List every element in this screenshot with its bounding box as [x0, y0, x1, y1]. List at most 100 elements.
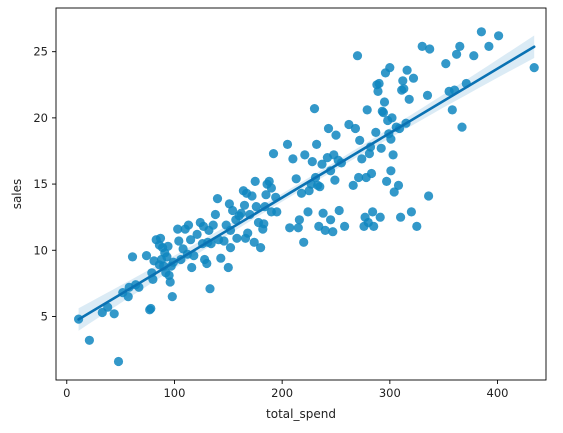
scatter-points [74, 27, 539, 367]
data-point [303, 207, 313, 217]
data-point [272, 207, 282, 217]
y-tick-label: 5 [41, 309, 48, 323]
data-point [399, 84, 409, 94]
data-point [328, 227, 338, 237]
data-point [259, 219, 269, 229]
data-point [398, 76, 408, 86]
data-point [162, 252, 172, 262]
data-point [402, 65, 412, 75]
data-point [285, 223, 295, 233]
data-point [232, 233, 242, 243]
data-point [216, 253, 226, 263]
x-tick-label: 200 [271, 386, 293, 400]
data-point [307, 157, 317, 167]
data-point [294, 215, 304, 225]
data-point [425, 44, 435, 54]
y-tick-label: 10 [33, 243, 48, 257]
data-point [239, 200, 250, 210]
x-tick-label: 300 [379, 386, 401, 400]
data-point [326, 215, 336, 225]
data-point [141, 251, 152, 261]
data-point [247, 191, 257, 201]
data-point [205, 284, 215, 294]
data-point [202, 258, 212, 269]
data-point [225, 243, 236, 253]
data-point [251, 202, 261, 212]
data-point [455, 41, 465, 52]
data-point [318, 208, 328, 218]
data-point [236, 208, 246, 218]
data-point [386, 134, 396, 144]
data-point [288, 154, 298, 164]
y-tick-label: 20 [33, 111, 48, 125]
data-point [366, 168, 377, 179]
data-point [374, 78, 384, 89]
data-point [256, 243, 266, 253]
data-point [404, 94, 414, 104]
y-axis-ticks: 5 10 15 20 25 [33, 45, 56, 323]
data-point [155, 233, 166, 243]
data-point [385, 63, 395, 73]
data-point [266, 183, 276, 193]
data-point [355, 135, 365, 145]
data-point [352, 51, 363, 61]
data-point [382, 176, 392, 186]
data-point [406, 207, 416, 217]
data-point [173, 224, 183, 234]
data-point [282, 139, 293, 149]
data-point [249, 237, 259, 247]
y-axis-label: sales [10, 179, 24, 210]
plot-area [74, 27, 539, 367]
y-tick-label: 15 [33, 177, 48, 191]
data-point [300, 150, 310, 160]
data-point [187, 262, 197, 273]
data-point [408, 73, 419, 83]
data-point [268, 149, 279, 159]
data-point [378, 108, 388, 118]
data-point [417, 41, 427, 52]
data-point [309, 104, 320, 114]
data-point [334, 205, 344, 216]
data-point [373, 86, 383, 96]
data-point [375, 212, 385, 222]
data-point [469, 51, 479, 61]
data-point [299, 237, 309, 247]
data-point [331, 130, 341, 140]
x-tick-label: 400 [487, 386, 509, 400]
data-point [317, 159, 327, 169]
x-axis-ticks: 0 100 200 300 400 [63, 380, 509, 400]
data-point [386, 166, 396, 176]
data-point [388, 150, 398, 160]
data-point [192, 229, 202, 239]
data-point [250, 176, 260, 186]
data-point [315, 182, 325, 192]
data-point [109, 309, 119, 319]
data-point [369, 221, 379, 231]
data-point [320, 225, 330, 235]
data-point [389, 187, 399, 197]
data-point [330, 175, 340, 185]
data-point [127, 252, 138, 262]
data-point [146, 303, 156, 314]
data-point [362, 105, 372, 115]
data-point [357, 154, 367, 164]
data-point [494, 31, 504, 41]
data-point [368, 207, 378, 217]
data-point [113, 356, 124, 367]
data-point [424, 191, 434, 201]
data-point [412, 221, 422, 231]
data-point [396, 212, 406, 222]
data-point [210, 209, 220, 220]
x-tick-label: 0 [63, 386, 70, 400]
data-point [457, 122, 467, 132]
data-point [219, 236, 229, 246]
data-point [476, 27, 486, 37]
data-point [208, 220, 218, 230]
data-point [350, 123, 360, 134]
data-point [447, 105, 457, 115]
data-point [422, 90, 433, 100]
data-point [441, 59, 451, 69]
data-point [163, 241, 173, 251]
data-point [167, 292, 177, 302]
data-point [393, 180, 404, 190]
